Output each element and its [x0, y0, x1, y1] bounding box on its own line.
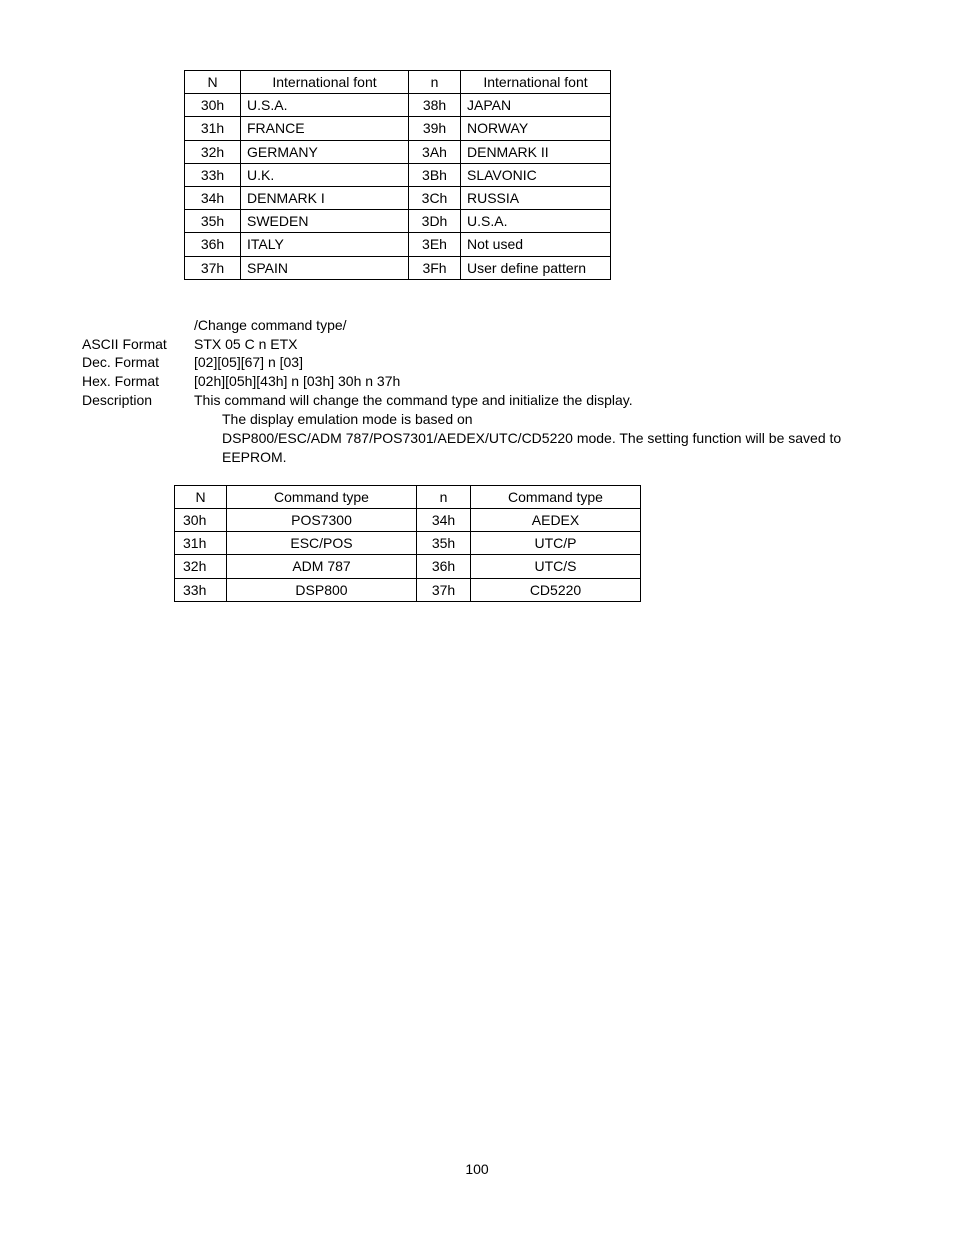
- table-header-row: N International font n International fon…: [185, 71, 611, 94]
- table-row: 36hITALY3EhNot used: [185, 233, 611, 256]
- table-row: 32hADM 78736hUTC/S: [175, 555, 641, 578]
- desc-line-1: This command will change the command typ…: [194, 391, 874, 410]
- table-row: 31hFRANCE39hNORWAY: [185, 117, 611, 140]
- table-row: 31hESC/POS35hUTC/P: [175, 532, 641, 555]
- command-definition-block: /Change command type/ ASCII Format STX 0…: [82, 316, 874, 467]
- hex-format-value: [02h][05h][43h] n [03h] 30h n 37h: [194, 372, 874, 391]
- description-value: This command will change the command typ…: [194, 391, 874, 467]
- command-type-table: N Command type n Command type 30hPOS7300…: [174, 485, 641, 602]
- hex-format-row: Hex. Format [02h][05h][43h] n [03h] 30h …: [82, 372, 874, 391]
- table-row: 33hDSP80037hCD5220: [175, 578, 641, 601]
- table-row: 33hU.K.3BhSLAVONIC: [185, 163, 611, 186]
- page-number: 100: [0, 1161, 954, 1177]
- command-title-row: /Change command type/: [82, 316, 874, 335]
- col-font-left: International font: [241, 71, 409, 94]
- description-row: Description This command will change the…: [82, 391, 874, 467]
- table-row: 32hGERMANY3AhDENMARK II: [185, 140, 611, 163]
- international-font-table: N International font n International fon…: [184, 70, 611, 280]
- table-row: 30hU.S.A.38hJAPAN: [185, 94, 611, 117]
- desc-line-2: The display emulation mode is based on: [222, 410, 874, 429]
- col-cmd-right: Command type: [471, 485, 641, 508]
- dec-format-label: Dec. Format: [82, 353, 194, 372]
- ascii-format-label: ASCII Format: [82, 335, 194, 354]
- col-n-lower: n: [417, 485, 471, 508]
- table-row: 37hSPAIN3FhUser define pattern: [185, 256, 611, 279]
- document-page: N International font n International fon…: [0, 0, 954, 602]
- dec-format-row: Dec. Format [02][05][67] n [03]: [82, 353, 874, 372]
- ascii-format-value: STX 05 C n ETX: [194, 335, 874, 354]
- ascii-format-row: ASCII Format STX 05 C n ETX: [82, 335, 874, 354]
- dec-format-value: [02][05][67] n [03]: [194, 353, 874, 372]
- description-label: Description: [82, 391, 194, 467]
- cmd-table-body: 30hPOS730034hAEDEX 31hESC/POS35hUTC/P 32…: [175, 509, 641, 602]
- command-title: /Change command type/: [194, 316, 874, 335]
- col-n-upper: N: [185, 71, 241, 94]
- col-n-upper: N: [175, 485, 227, 508]
- col-cmd-left: Command type: [227, 485, 417, 508]
- font-table-body: 30hU.S.A.38hJAPAN 31hFRANCE39hNORWAY 32h…: [185, 94, 611, 280]
- hex-format-label: Hex. Format: [82, 372, 194, 391]
- col-font-right: International font: [461, 71, 611, 94]
- table-row: 30hPOS730034hAEDEX: [175, 509, 641, 532]
- col-n-lower: n: [409, 71, 461, 94]
- desc-line-3: DSP800/ESC/ADM 787/POS7301/AEDEX/UTC/CD5…: [222, 429, 874, 467]
- table-row: 34hDENMARK I3ChRUSSIA: [185, 186, 611, 209]
- table-header-row: N Command type n Command type: [175, 485, 641, 508]
- table-row: 35hSWEDEN3DhU.S.A.: [185, 210, 611, 233]
